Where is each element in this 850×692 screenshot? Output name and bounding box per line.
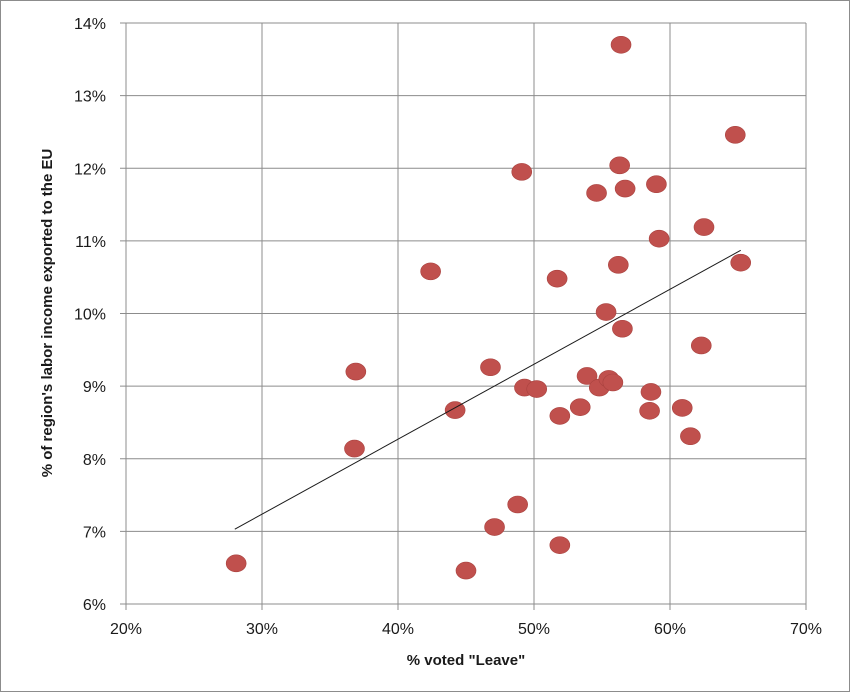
x-tick-label: 20% bbox=[110, 621, 142, 638]
data-point bbox=[526, 380, 548, 398]
data-point bbox=[345, 362, 367, 381]
data-point bbox=[511, 163, 533, 181]
data-point bbox=[484, 518, 505, 536]
x-tick-label: 60% bbox=[654, 621, 686, 638]
x-tick-label: 40% bbox=[382, 621, 414, 638]
y-tick-label: 6% bbox=[83, 597, 106, 614]
data-point bbox=[614, 179, 636, 198]
data-point bbox=[602, 373, 624, 392]
data-points bbox=[225, 35, 752, 580]
data-point bbox=[595, 303, 617, 321]
data-point bbox=[648, 229, 670, 248]
y-tick-labels: 6% 7% 8% 9% 10% 11% 12% 13% 14% bbox=[74, 16, 106, 614]
x-tick-label: 30% bbox=[246, 621, 278, 638]
data-point bbox=[455, 561, 477, 580]
x-tick-label: 70% bbox=[790, 621, 822, 638]
x-tick-labels: 20% 30% 40% 50% 60% 70% bbox=[110, 621, 822, 638]
data-point bbox=[549, 536, 571, 554]
y-tick-label: 10% bbox=[74, 307, 106, 324]
trendline-group bbox=[234, 249, 741, 530]
data-point bbox=[480, 358, 501, 377]
y-tick-label: 14% bbox=[74, 16, 106, 33]
data-point bbox=[730, 253, 752, 272]
y-tick-label: 13% bbox=[74, 89, 106, 106]
data-point bbox=[608, 256, 629, 274]
data-point bbox=[639, 402, 660, 420]
data-point bbox=[610, 35, 632, 54]
y-axis-title: % of region's labor income exported to t… bbox=[39, 149, 56, 478]
data-point bbox=[344, 439, 365, 458]
x-tick-label: 50% bbox=[518, 621, 550, 638]
data-point bbox=[576, 367, 598, 385]
data-point bbox=[569, 398, 591, 416]
data-point bbox=[546, 269, 568, 288]
y-tick-label: 12% bbox=[74, 161, 106, 178]
data-point bbox=[225, 554, 247, 573]
data-point bbox=[671, 399, 693, 417]
data-point bbox=[612, 319, 633, 338]
data-point bbox=[680, 427, 701, 446]
x-axis-title: % voted "Leave" bbox=[407, 652, 525, 669]
data-point bbox=[586, 184, 607, 202]
data-point bbox=[507, 495, 528, 514]
data-point bbox=[420, 262, 441, 281]
y-tick-label: 11% bbox=[75, 234, 106, 251]
data-point bbox=[609, 156, 630, 175]
data-point bbox=[444, 401, 466, 419]
data-point bbox=[549, 407, 571, 425]
data-point bbox=[646, 175, 667, 194]
y-tick-label: 8% bbox=[83, 452, 106, 469]
y-tick-label: 9% bbox=[83, 379, 106, 396]
y-tick-label: 7% bbox=[83, 524, 106, 541]
data-point bbox=[690, 336, 712, 355]
data-point bbox=[693, 218, 715, 236]
data-point bbox=[724, 126, 746, 144]
data-point bbox=[640, 383, 662, 401]
trendline bbox=[234, 249, 741, 530]
horizontal-gridlines bbox=[120, 22, 806, 605]
